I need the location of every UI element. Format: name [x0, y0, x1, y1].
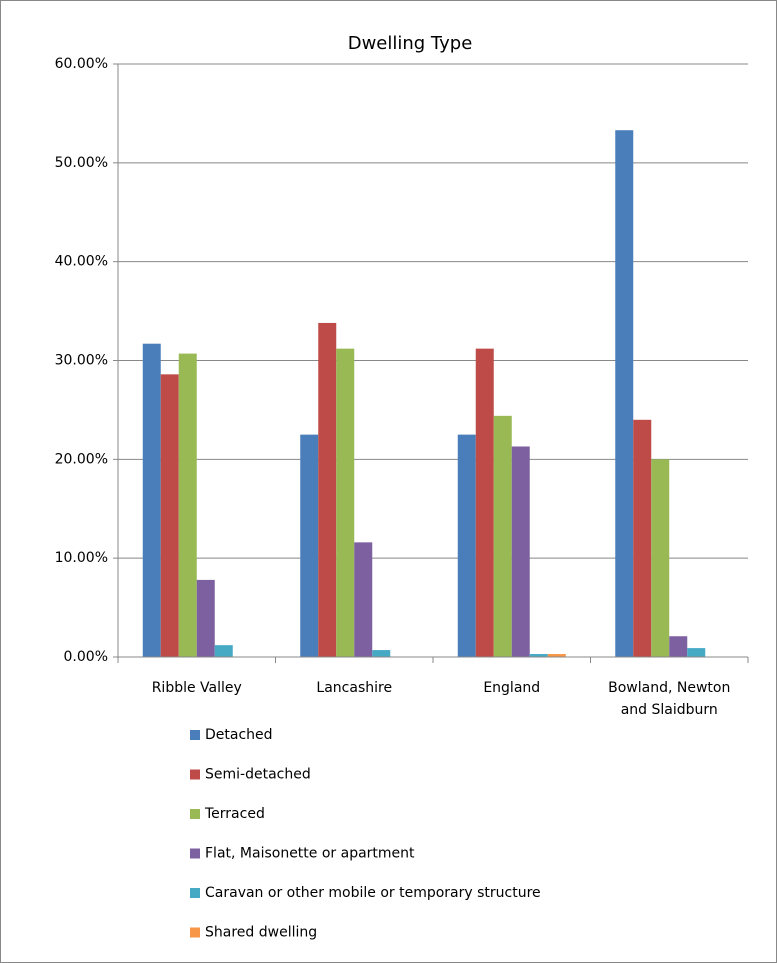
y-tick-label: 60.00% [55, 56, 108, 72]
x-tick-label: England [483, 680, 541, 696]
bar [615, 130, 634, 658]
legend-swatch [190, 809, 200, 819]
legend-swatch [190, 848, 200, 859]
y-tick-label: 40.00% [55, 254, 108, 270]
legend-label: Detached [205, 727, 273, 743]
chart-title: Dwelling Type [348, 33, 473, 54]
legend-label: Terraced [204, 806, 265, 822]
bar [300, 434, 319, 657]
bar [651, 459, 670, 657]
y-tick-label: 0.00% [64, 649, 108, 665]
bar [547, 654, 566, 657]
legend-label: Shared dwelling [205, 925, 317, 941]
bar [529, 654, 548, 657]
legend-label: Flat, Maisonette or apartment [205, 846, 415, 862]
y-tick-label: 30.00% [55, 353, 108, 369]
bar [475, 348, 494, 657]
legend-swatch [190, 769, 200, 780]
bar [511, 446, 530, 657]
bar [178, 353, 197, 657]
legend-swatch [190, 888, 200, 898]
y-tick-label: 10.00% [55, 550, 108, 566]
bar [142, 343, 161, 657]
bar [633, 419, 652, 657]
legend-label: Semi-detached [205, 767, 311, 783]
bar [196, 579, 215, 657]
bar [372, 650, 391, 657]
bar [493, 415, 512, 657]
bar [354, 542, 373, 657]
bar [687, 648, 706, 657]
x-tick-label: Ribble Valley [151, 680, 242, 696]
bar [669, 636, 688, 657]
bar [457, 434, 476, 657]
legend-swatch [190, 730, 200, 740]
y-tick-label: 20.00% [55, 451, 108, 467]
bar [318, 322, 337, 657]
y-tick-label: 50.00% [55, 155, 108, 171]
x-tick-label: Lancashire [316, 680, 393, 696]
bar [214, 645, 233, 657]
legend-swatch [190, 927, 200, 938]
legend-label: Caravan or other mobile or temporary str… [205, 885, 541, 901]
x-tick-label: Bowland, Newton and Slaidburn [608, 680, 731, 718]
bar [160, 374, 179, 657]
bar [336, 348, 355, 657]
